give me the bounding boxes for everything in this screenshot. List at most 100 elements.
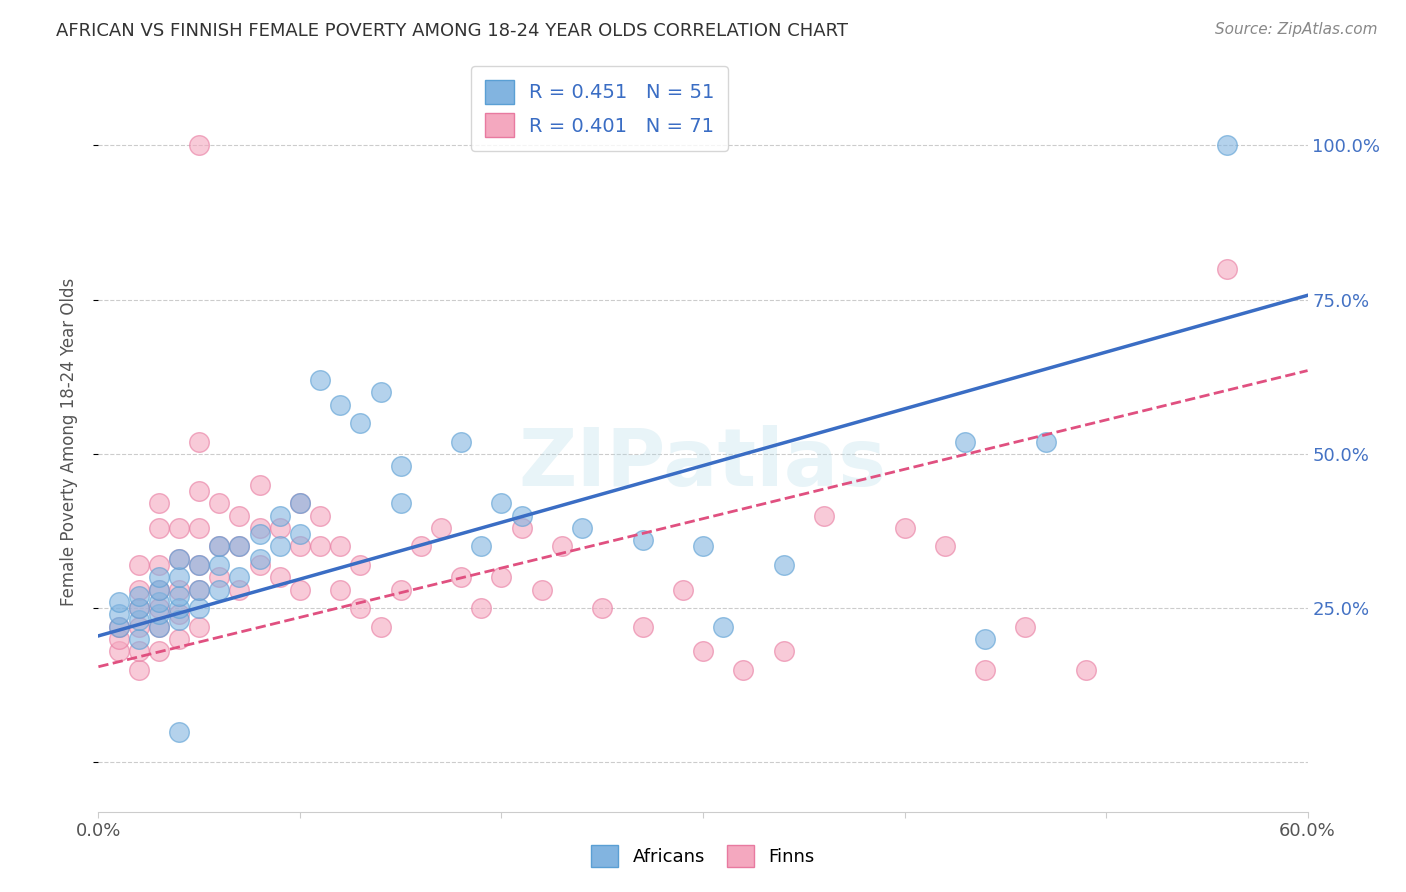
Point: [208, 540, 231, 554]
Point: [934, 540, 956, 554]
Point: [228, 540, 250, 554]
Point: [1035, 434, 1057, 449]
Point: [491, 570, 513, 584]
Point: [148, 496, 170, 510]
Point: [148, 582, 170, 597]
Point: [389, 496, 412, 510]
Point: [288, 582, 311, 597]
Point: [510, 521, 533, 535]
Point: [128, 663, 150, 677]
Point: [167, 570, 190, 584]
Point: [188, 483, 211, 498]
Point: [772, 644, 794, 658]
Point: [208, 496, 231, 510]
Point: [107, 644, 129, 658]
Point: [148, 607, 170, 622]
Point: [148, 558, 170, 572]
Point: [107, 632, 129, 646]
Point: [470, 540, 492, 554]
Point: [530, 582, 553, 597]
Point: [167, 724, 190, 739]
Point: [893, 521, 915, 535]
Point: [228, 540, 250, 554]
Point: [288, 496, 311, 510]
Point: [228, 508, 250, 523]
Point: [148, 601, 170, 615]
Point: [1074, 663, 1097, 677]
Point: [188, 521, 211, 535]
Point: [309, 373, 332, 387]
Point: [571, 521, 593, 535]
Point: [128, 589, 150, 603]
Point: [430, 521, 453, 535]
Point: [974, 632, 997, 646]
Point: [128, 644, 150, 658]
Point: [269, 521, 291, 535]
Point: [349, 558, 371, 572]
Point: [470, 601, 492, 615]
Point: [692, 540, 714, 554]
Point: [167, 582, 190, 597]
Point: [389, 582, 412, 597]
Text: ZIPatlas: ZIPatlas: [519, 425, 887, 503]
Legend: Africans, Finns: Africans, Finns: [583, 838, 823, 874]
Point: [148, 595, 170, 609]
Point: [269, 508, 291, 523]
Point: [188, 601, 211, 615]
Point: [370, 385, 392, 400]
Y-axis label: Female Poverty Among 18-24 Year Olds: Female Poverty Among 18-24 Year Olds: [59, 277, 77, 606]
Point: [148, 619, 170, 633]
Point: [329, 398, 352, 412]
Point: [249, 521, 271, 535]
Point: [249, 477, 271, 491]
Point: [953, 434, 976, 449]
Point: [288, 527, 311, 541]
Point: [188, 582, 211, 597]
Point: [208, 540, 231, 554]
Point: [450, 434, 472, 449]
Point: [167, 551, 190, 566]
Point: [329, 582, 352, 597]
Point: [510, 508, 533, 523]
Point: [631, 619, 654, 633]
Point: [188, 582, 211, 597]
Point: [188, 434, 211, 449]
Legend: R = 0.451   N = 51, R = 0.401   N = 71: R = 0.451 N = 51, R = 0.401 N = 71: [471, 66, 728, 151]
Point: [167, 589, 190, 603]
Point: [249, 558, 271, 572]
Point: [711, 619, 734, 633]
Point: [269, 540, 291, 554]
Point: [107, 619, 129, 633]
Point: [128, 614, 150, 628]
Point: [208, 558, 231, 572]
Point: [591, 601, 613, 615]
Point: [631, 533, 654, 548]
Point: [974, 663, 997, 677]
Point: [733, 663, 755, 677]
Point: [551, 540, 574, 554]
Point: [128, 632, 150, 646]
Text: AFRICAN VS FINNISH FEMALE POVERTY AMONG 18-24 YEAR OLDS CORRELATION CHART: AFRICAN VS FINNISH FEMALE POVERTY AMONG …: [56, 22, 848, 40]
Point: [450, 570, 472, 584]
Point: [672, 582, 695, 597]
Point: [349, 601, 371, 615]
Point: [167, 521, 190, 535]
Point: [249, 527, 271, 541]
Point: [128, 601, 150, 615]
Point: [309, 540, 332, 554]
Point: [1216, 138, 1239, 153]
Point: [228, 582, 250, 597]
Point: [288, 540, 311, 554]
Point: [228, 570, 250, 584]
Point: [188, 558, 211, 572]
Point: [692, 644, 714, 658]
Point: [813, 508, 835, 523]
Point: [167, 632, 190, 646]
Point: [107, 619, 129, 633]
Point: [309, 508, 332, 523]
Point: [491, 496, 513, 510]
Point: [772, 558, 794, 572]
Point: [107, 607, 129, 622]
Point: [148, 619, 170, 633]
Point: [329, 540, 352, 554]
